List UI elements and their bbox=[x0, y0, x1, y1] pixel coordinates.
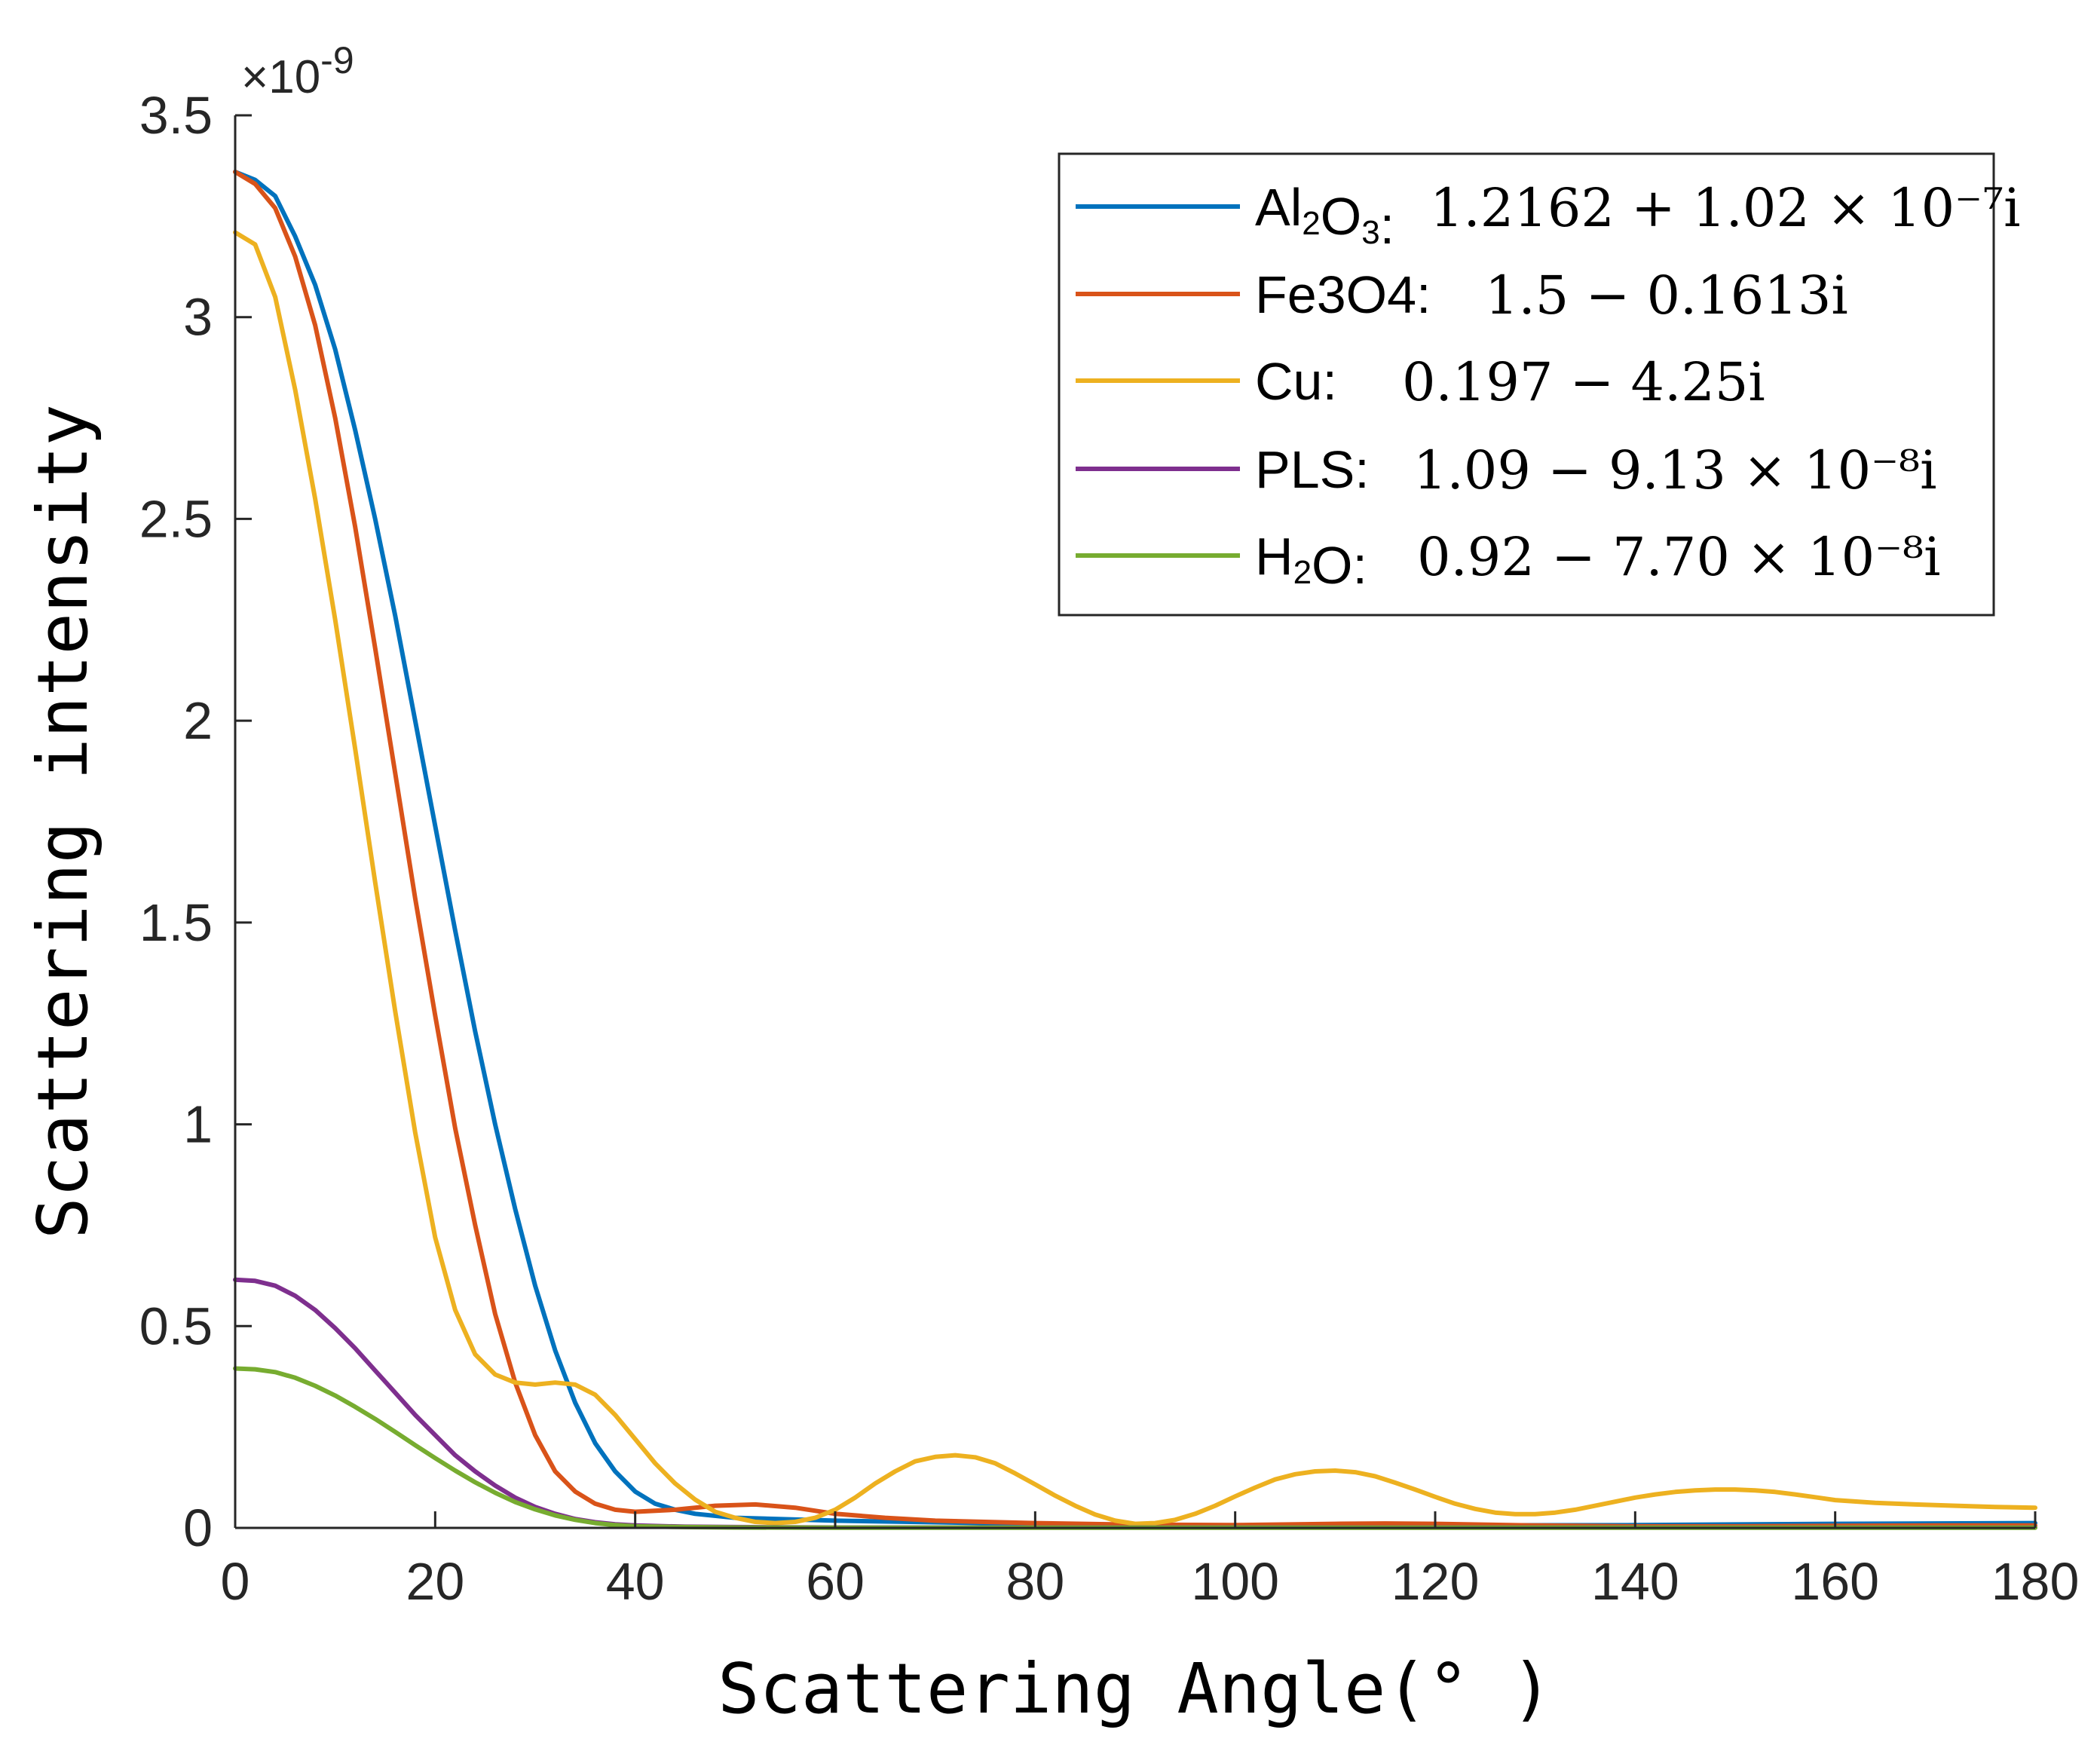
series-line-fe3o4 bbox=[233, 170, 2037, 1529]
x-ticks: 0 20 40 60 80 100 120 140 160 180 bbox=[221, 1511, 2080, 1611]
y-axis-exponent: ×10-9 bbox=[241, 39, 354, 103]
legend-box bbox=[1058, 152, 1995, 617]
exponent-power: -9 bbox=[320, 39, 354, 81]
y-tick-label: 3 bbox=[183, 288, 213, 347]
legend-entry-h2o: H2O: 0.92 − 7.70 × 10⁻⁸i bbox=[1076, 526, 1941, 595]
x-tick-label: 60 bbox=[806, 1552, 865, 1611]
y-tick-label: 1.5 bbox=[139, 893, 213, 952]
x-tick-label: 140 bbox=[1591, 1552, 1679, 1611]
y-tick-label: 0.5 bbox=[139, 1296, 213, 1355]
x-tick-label: 120 bbox=[1391, 1552, 1480, 1611]
x-tick-label: 80 bbox=[1006, 1552, 1064, 1611]
series-line-h2o bbox=[233, 1366, 2037, 1530]
x-tick-label: 100 bbox=[1191, 1552, 1279, 1611]
series-line-cu bbox=[233, 230, 2037, 1526]
x-axis-title: Scattering Angle(° ) bbox=[718, 1649, 1553, 1729]
legend-label: Fe3O4: bbox=[1255, 265, 1431, 324]
y-ticks: 0 0.5 1 1.5 2 2.5 3 3.5 bbox=[139, 86, 252, 1557]
exponent-base: ×10 bbox=[241, 51, 320, 103]
legend-label: PLS: bbox=[1255, 440, 1370, 499]
legend-label: H2O: bbox=[1255, 527, 1367, 595]
y-tick-label: 0 bbox=[183, 1499, 213, 1557]
legend-formula: 1.2162 + 1.02 × 10⁻⁷i bbox=[1430, 177, 2021, 239]
x-tick-label: 0 bbox=[221, 1552, 250, 1611]
x-tick-label: 180 bbox=[1991, 1552, 2080, 1611]
legend-formula: 0.92 − 7.70 × 10⁻⁸i bbox=[1417, 526, 1941, 588]
legend-label: Cu: bbox=[1255, 352, 1337, 411]
legend-entry-pls: PLS: 1.09 − 9.13 × 10⁻⁸i bbox=[1076, 439, 1937, 501]
series-layer bbox=[233, 170, 2037, 1530]
x-tick-label: 20 bbox=[406, 1552, 464, 1611]
legend-entry-fe3o4: Fe3O4: 1.5 − 0.1613i bbox=[1076, 265, 1848, 326]
legend-label: Al2O3: bbox=[1255, 178, 1394, 255]
legend-entry-cu: Cu: 0.197 − 4.25i bbox=[1076, 351, 1765, 413]
legend-formula: 0.197 − 4.25i bbox=[1402, 351, 1765, 413]
y-tick-label: 2.5 bbox=[139, 489, 213, 548]
axes-layer bbox=[234, 115, 2035, 1529]
y-tick-label: 2 bbox=[183, 691, 213, 750]
x-tick-label: 40 bbox=[606, 1552, 665, 1611]
legend-formula: 1.5 − 0.1613i bbox=[1485, 265, 1848, 326]
y-tick-label: 1 bbox=[183, 1095, 213, 1154]
y-axis-title: Scattering intensity bbox=[23, 404, 103, 1239]
x-tick-label: 160 bbox=[1791, 1552, 1879, 1611]
legend: Al2O3: 1.2162 + 1.02 × 10⁻⁷i Fe3O4: 1.5 − 0… bbox=[1058, 152, 2021, 617]
legend-entry-al2o3: Al2O3: 1.2162 + 1.02 × 10⁻⁷i bbox=[1076, 177, 2021, 255]
legend-formula: 1.09 − 9.13 × 10⁻⁸i bbox=[1413, 439, 1937, 501]
y-tick-label: 3.5 bbox=[139, 86, 213, 145]
